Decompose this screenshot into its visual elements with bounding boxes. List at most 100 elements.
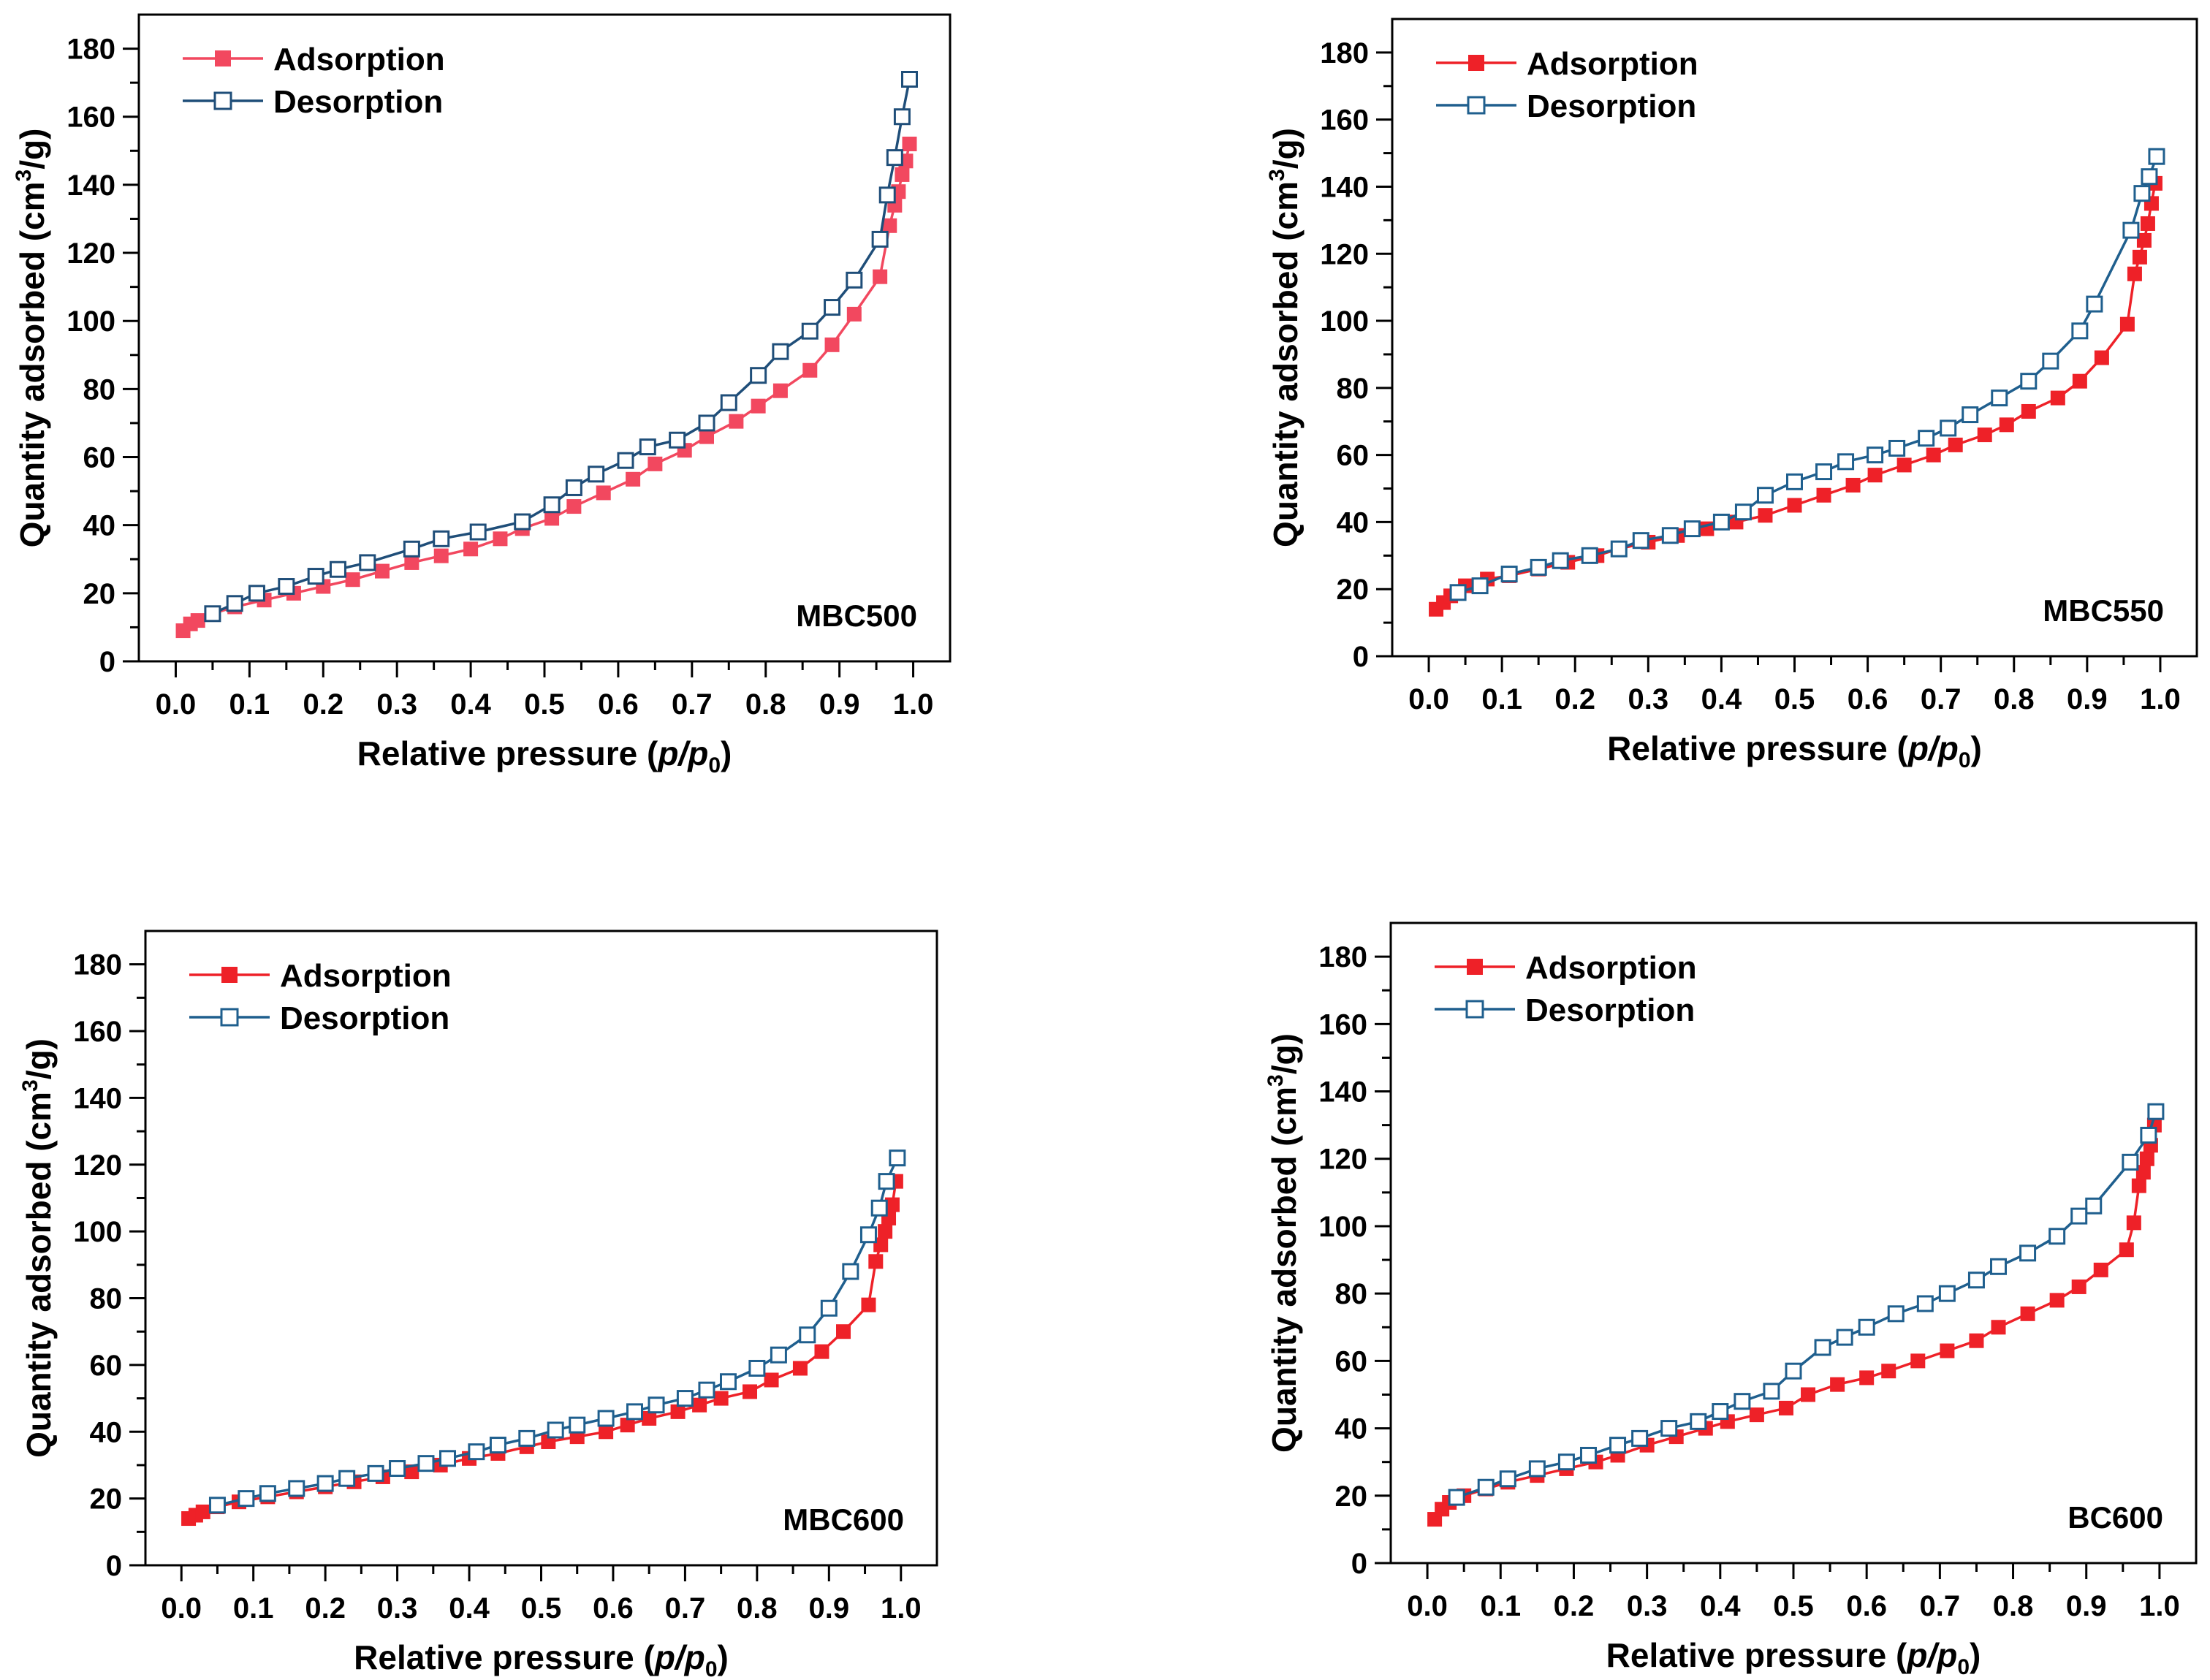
- x-tick-label: 0.7: [1921, 683, 1962, 715]
- adsorption-point: [433, 548, 449, 563]
- adsorption-point: [743, 1384, 758, 1399]
- adsorption-point: [729, 414, 744, 429]
- adsorption-point: [1926, 447, 1941, 463]
- y-tick-label: 40: [90, 1416, 123, 1448]
- desorption-point: [1858, 1318, 1875, 1336]
- adsorption-point: [345, 572, 360, 588]
- desorption-point: [1918, 430, 1935, 447]
- x-axis-title: Relative pressure (p/p0): [1606, 1636, 1981, 1679]
- adsorption-point: [463, 541, 479, 557]
- desorption-point: [514, 513, 531, 531]
- x-tick-label: 0.2: [305, 1592, 346, 1624]
- legend-marker-desorption: [213, 91, 232, 110]
- adsorption-point: [1816, 487, 1831, 503]
- desorption-point: [676, 1390, 694, 1407]
- x-tick-label: 0.0: [1408, 683, 1449, 715]
- desorption-point: [259, 1485, 276, 1502]
- desorption-point: [1887, 1305, 1905, 1323]
- y-tick-label: 100: [67, 305, 115, 338]
- desorption-point: [226, 595, 243, 612]
- desorption-point: [1940, 419, 1957, 437]
- y-tick-label: 140: [1320, 171, 1369, 203]
- desorption-point: [1763, 1383, 1780, 1400]
- y-tick-label: 0: [1353, 641, 1369, 673]
- desorption-point: [389, 1460, 406, 1478]
- y-tick-label: 60: [83, 442, 116, 474]
- adsorption-point: [2139, 1151, 2154, 1166]
- y-tick-label: 180: [1318, 941, 1367, 973]
- adsorption-line: [182, 143, 911, 632]
- adsorption-point: [2131, 1178, 2146, 1193]
- y-tick-label: 160: [67, 102, 115, 134]
- desorption-point: [278, 578, 295, 596]
- desorption-point: [2147, 1103, 2165, 1120]
- desorption-point: [801, 322, 819, 340]
- desorption-point: [1660, 1420, 1678, 1437]
- x-tick-label: 0.9: [2067, 683, 2108, 715]
- y-tick-label: 20: [83, 578, 116, 610]
- desorption-point: [1916, 1295, 1934, 1312]
- x-tick-label: 0.8: [745, 688, 786, 721]
- desorption-point: [2133, 185, 2151, 202]
- adsorption-point: [1881, 1364, 1896, 1379]
- x-tick-label: 0.5: [521, 1592, 562, 1624]
- desorption-point: [307, 568, 324, 585]
- desorption-point: [1991, 389, 2008, 407]
- adsorption-point: [2119, 316, 2135, 332]
- y-tick-label: 180: [67, 34, 115, 66]
- y-tick-label: 60: [1337, 440, 1370, 472]
- adsorption-point: [626, 471, 641, 487]
- adsorption-point: [566, 499, 582, 514]
- y-axis-title: Quantity adsorbed (cm3/g): [18, 1038, 58, 1458]
- y-tick-label: 20: [90, 1483, 123, 1516]
- desorption-point: [889, 1149, 906, 1167]
- desorption-point: [772, 343, 789, 360]
- adsorption-point: [2021, 403, 2036, 419]
- desorption-point: [565, 479, 582, 496]
- x-tick-label: 0.9: [819, 688, 860, 721]
- desorption-point: [870, 1199, 888, 1217]
- adsorption-point: [1749, 1407, 1764, 1423]
- y-tick-label: 160: [1320, 104, 1369, 137]
- y-tick-label: 0: [106, 1550, 122, 1582]
- desorption-point: [543, 496, 561, 514]
- desorption-point: [2019, 1244, 2037, 1262]
- adsorption-point: [2135, 1165, 2151, 1180]
- desorption-point: [878, 1173, 895, 1190]
- sample-label: MBC500: [796, 598, 917, 633]
- x-tick-label: 0.1: [1481, 683, 1522, 715]
- adsorption-point: [2094, 350, 2109, 365]
- legend-marker-adsorption: [221, 967, 238, 983]
- x-tick-label: 0.3: [1628, 683, 1669, 715]
- desorption-point: [468, 1443, 485, 1461]
- adsorption-point: [692, 1397, 707, 1413]
- desorption-point: [1530, 558, 1547, 576]
- desorption-point: [1581, 547, 1598, 564]
- x-tick-label: 0.3: [376, 688, 417, 721]
- desorption-point: [617, 452, 634, 469]
- adsorption-point: [2126, 1215, 2141, 1231]
- desorption-point: [2086, 295, 2103, 313]
- adsorption-point: [868, 1254, 884, 1269]
- adsorption-point: [1948, 437, 1963, 452]
- adsorption-point: [1910, 1353, 1926, 1369]
- desorption-point: [588, 465, 605, 483]
- adsorption-point: [642, 1410, 657, 1426]
- y-tick-label: 140: [67, 170, 115, 202]
- desorption-point: [597, 1410, 615, 1427]
- x-axis-title: Relative pressure (p/p0): [1607, 729, 1982, 772]
- y-tick-label: 120: [67, 237, 115, 270]
- desorption-point: [1815, 463, 1833, 481]
- x-tick-label: 0.1: [233, 1592, 274, 1624]
- desorption-line: [1457, 156, 2158, 594]
- legend-marker-desorption: [1465, 1000, 1484, 1019]
- x-tick-label: 0.0: [1407, 1590, 1448, 1622]
- x-tick-label: 0.5: [524, 688, 565, 721]
- adsorption-point: [648, 456, 663, 471]
- adsorption-point: [2093, 1262, 2108, 1277]
- desorption-point: [799, 1326, 816, 1344]
- y-tick-label: 20: [1337, 574, 1370, 606]
- adsorption-point: [1999, 417, 2014, 433]
- x-tick-label: 0.7: [665, 1592, 706, 1624]
